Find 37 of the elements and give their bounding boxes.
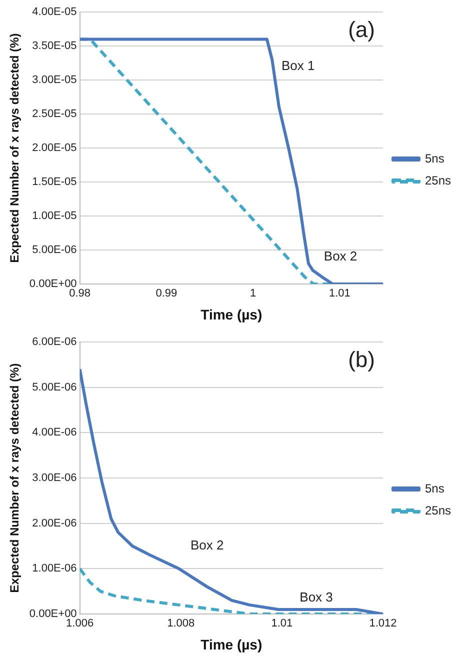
legend-label: 5ns — [424, 481, 444, 496]
x-axis-title: Time (µs) — [200, 306, 262, 322]
y-tick-label: 3.00E-06 — [32, 472, 77, 484]
annotation: Box 2 — [190, 538, 224, 553]
x-tick-label: 1.01 — [271, 618, 293, 630]
x-axis-title: Time (µs) — [200, 636, 262, 652]
y-tick-label: 5.00E-06 — [32, 381, 77, 394]
legend-label: 5ns — [424, 151, 444, 166]
x-tick-label: 1.006 — [66, 618, 94, 630]
y-tick-label: 4.00E-05 — [32, 6, 77, 18]
annotation: Box 3 — [300, 589, 333, 604]
y-axis-title: Expected Number of x rays detected (%) — [8, 363, 22, 593]
x-tick-label: 1.008 — [167, 618, 195, 630]
x-tick-label: 1 — [250, 288, 256, 300]
x-tick-label: 1.012 — [369, 618, 397, 630]
y-tick-label: 1.50E-05 — [32, 176, 77, 188]
y-tick-label: 1.00E-06 — [32, 562, 77, 575]
annotation: (b) — [348, 347, 375, 372]
annotation: Box 1 — [281, 58, 315, 73]
y-tick-label: 2.00E-05 — [32, 142, 77, 154]
y-axis-title: Expected Number of x rays detected (%) — [8, 33, 22, 263]
annotation: Box 2 — [324, 248, 358, 264]
legend-label: 25ns — [424, 503, 452, 518]
y-tick-label: 2.00E-06 — [32, 517, 77, 530]
y-tick-label: 3.50E-05 — [32, 40, 77, 52]
x-tick-label: 0.99 — [156, 288, 178, 300]
y-tick-label: 3.00E-05 — [32, 74, 77, 86]
x-tick-label: 1.01 — [328, 288, 350, 300]
y-tick-label: 0.00E+00 — [29, 278, 77, 290]
y-tick-label: 2.50E-05 — [32, 108, 77, 120]
y-tick-label: 6.00E-06 — [32, 336, 77, 348]
y-tick-label: 4.00E-06 — [32, 426, 77, 439]
y-tick-label: 1.00E-05 — [32, 210, 77, 222]
legend-label: 25ns — [424, 173, 452, 188]
y-tick-label: 5.00E-06 — [32, 244, 77, 256]
x-tick-label: 0.98 — [69, 288, 91, 300]
annotation: (a) — [348, 17, 375, 42]
